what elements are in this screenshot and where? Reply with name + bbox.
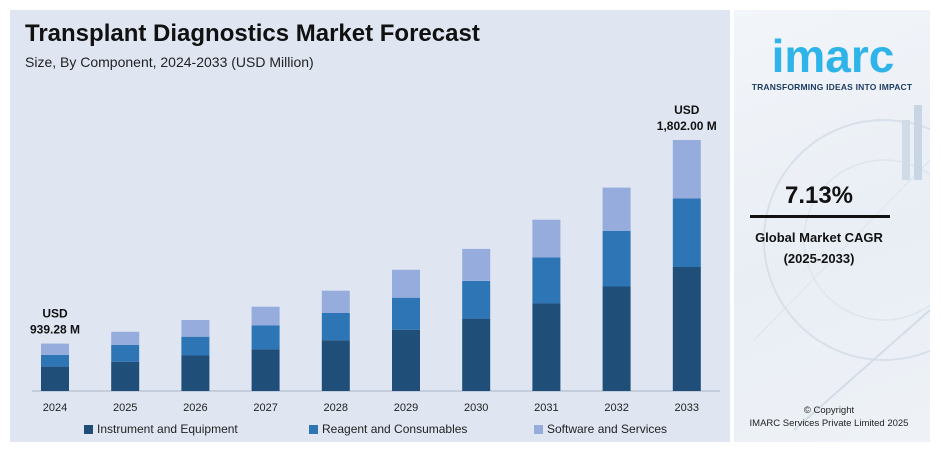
cagr-divider [750, 215, 890, 218]
chart-subtitle: Size, By Component, 2024-2033 (USD Milli… [25, 54, 314, 70]
x-tick-label: 2028 [324, 402, 348, 414]
bar-segment [532, 303, 561, 391]
bar-segment [462, 318, 491, 391]
legend-label: Reagent and Consumables [322, 422, 468, 436]
bar-segment [392, 329, 420, 391]
chart-plot: 2024 2025 2026 2027 2028 2029 2030 2031 2032 2033… [30, 103, 720, 414]
bar-segment [181, 320, 210, 337]
logo-text: imarc [772, 32, 895, 78]
bar-segment [111, 345, 140, 362]
bar-segment [392, 297, 420, 330]
x-tick-label: 2025 [113, 402, 137, 414]
legend-item: Reagent and Consumables [309, 422, 467, 436]
legend-swatch [84, 424, 93, 434]
cagr-value: 7.13% [784, 182, 854, 209]
x-tick-label: 2027 [253, 402, 277, 414]
value-annotation: 1,802.00 M [657, 119, 717, 133]
bar-segment [111, 361, 140, 391]
bar-segment [251, 349, 280, 391]
copyright-text: © Copyright [803, 405, 855, 416]
chart-legend: Instrument and Equipment Reagent and Cons… [84, 422, 724, 438]
bar-segment [392, 269, 420, 298]
bar-segment [41, 366, 69, 391]
bar-segment [111, 331, 140, 345]
bar-segment [672, 140, 701, 199]
legend-label: Instrument and Equipment [97, 422, 238, 436]
bar-segment [672, 198, 701, 267]
imarc-logo: imarc [772, 32, 895, 78]
x-tick-label: 2032 [604, 402, 628, 414]
bar-segment [181, 336, 210, 356]
bar-segment [41, 354, 69, 367]
value-annotation: USD [674, 103, 700, 117]
x-tick-label: 2030 [464, 402, 488, 414]
x-tick-label: 2024 [43, 402, 67, 414]
bar-segment [462, 248, 491, 281]
chart-title: Transplant Diagnostics Market Forecast [25, 20, 480, 47]
bar-segment [251, 325, 280, 350]
cagr-label: Global Market CAGR [755, 230, 883, 245]
bar-segment [41, 343, 69, 355]
bar-segment [602, 187, 631, 231]
x-tick-label: 2026 [183, 402, 207, 414]
cagr-period: (2025-2033) [783, 251, 855, 266]
x-tick-label: 2031 [534, 402, 558, 414]
bar-segment [602, 230, 631, 287]
bar-segment [532, 257, 561, 304]
brand-tagline: TRANSFORMING IDEAS INTO IMPACT [751, 82, 913, 92]
legend-item: Software and Services [534, 422, 667, 436]
background-decoration [753, 105, 930, 431]
bar-segment [251, 306, 280, 326]
bar-segment [181, 355, 210, 391]
legend-swatch [309, 424, 318, 434]
legend-swatch [534, 424, 543, 434]
value-annotation: USD [42, 307, 68, 321]
bar-segment [532, 219, 561, 258]
legend-item: Instrument and Equipment [84, 422, 238, 436]
bar-segment [672, 267, 701, 391]
value-annotation: 939.28 M [30, 323, 80, 337]
bar-segment [321, 313, 350, 341]
bar-segment [321, 340, 350, 391]
legend-label: Software and Services [547, 422, 668, 436]
company-text: IMARC Services Private Limited 2025 [749, 418, 909, 429]
bar-segment [462, 281, 491, 319]
x-tick-label: 2033 [675, 402, 699, 414]
bar-segment [321, 290, 350, 313]
chart-panel: Transplant Diagnostics Market Forecast S… [10, 10, 730, 442]
x-tick-label: 2029 [394, 402, 418, 414]
side-panel: imarc TRANSFORMING IDEAS INTO IMPACT 7.1… [734, 10, 930, 442]
bar-segment [602, 286, 631, 391]
